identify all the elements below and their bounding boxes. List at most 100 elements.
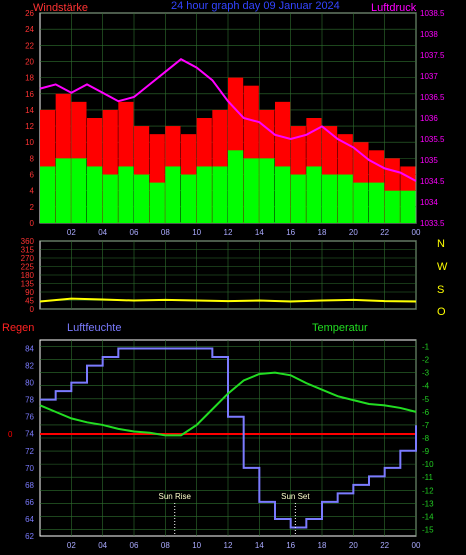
- pressure-y-tick: 1035: [420, 156, 438, 165]
- direction-y-tick: 45: [25, 297, 34, 306]
- sun-rise-label: Sun Rise: [158, 492, 191, 501]
- temperature-y-tick: -4: [422, 382, 430, 391]
- direction-y-tick: 360: [21, 237, 35, 246]
- pressure-y-tick: 1038.5: [420, 9, 445, 18]
- wind-y-tick: 20: [25, 57, 34, 66]
- direction-label: O: [437, 306, 446, 318]
- humidity-y-tick: 62: [25, 532, 34, 541]
- temperature-y-tick: -7: [422, 421, 430, 430]
- wind-average-bar: [102, 174, 118, 223]
- rain-y-ticks: 0: [8, 430, 13, 439]
- wind-y-tick: 22: [25, 41, 34, 50]
- humidity-y-tick: 80: [25, 379, 34, 388]
- wind-x-tick: 20: [349, 228, 358, 237]
- humidity-y-tick: 64: [25, 515, 34, 524]
- humidity-axis-title: Luftfeuchte: [67, 322, 121, 334]
- direction-y-tick: 90: [25, 288, 34, 297]
- climate-x-tick: 10: [192, 541, 201, 550]
- wind-average-bar: [337, 174, 353, 223]
- direction-y-tick: 225: [21, 263, 35, 272]
- wind-x-tick: 04: [98, 228, 107, 237]
- humidity-y-tick: 82: [25, 362, 34, 371]
- wind-x-tick: 14: [255, 228, 264, 237]
- direction-y-tick: 180: [21, 271, 35, 280]
- wind-average-bar: [71, 158, 87, 223]
- direction-y-tick: 270: [21, 254, 35, 263]
- temperature-y-tick: -15: [422, 525, 434, 534]
- humidity-y-tick: 74: [25, 430, 34, 439]
- rain-axis-title: Regen: [2, 322, 34, 334]
- wind-average-bar: [149, 182, 165, 223]
- humidity-y-tick: 76: [25, 413, 34, 422]
- climate-x-tick: 20: [349, 541, 358, 550]
- temperature-y-ticks: -1 -2 -3 -4 -5 -6 -7 -8 -9 -10 -11 -12 -13 -14 -15: [422, 343, 434, 535]
- climate-x-tick: 16: [286, 541, 295, 550]
- direction-y-tick: 135: [21, 280, 35, 289]
- pressure-line: [39, 58, 417, 182]
- temperature-y-tick: -5: [422, 395, 430, 404]
- humidity-y-tick: 68: [25, 481, 34, 490]
- humidity-y-tick: 66: [25, 498, 34, 507]
- wind-average-bar: [212, 166, 228, 223]
- humidity-y-tick: 72: [25, 447, 34, 456]
- wind-average-bar: [196, 166, 212, 223]
- humidity-temperature-panel: Sun Rise Sun Set 62 64 66 68 70 72 74 76 78 80 82 8…: [8, 339, 434, 550]
- wind-x-tick: 06: [130, 228, 139, 237]
- temperature-y-tick: -3: [422, 369, 430, 378]
- wind-average-bar: [165, 166, 181, 223]
- wind-y-tick: 24: [25, 25, 34, 34]
- humidity-y-tick: 78: [25, 396, 34, 405]
- wind-average-bar: [55, 158, 71, 223]
- wind-y-tick: 10: [25, 138, 34, 147]
- pressure-y-tick: 1036.5: [420, 93, 445, 102]
- climate-x-tick: 14: [255, 541, 264, 550]
- wind-average-bar: [322, 174, 338, 223]
- pressure-y-tick: 1034.5: [420, 177, 445, 186]
- wind-average-bar: [40, 166, 56, 223]
- climate-x-tick: 18: [318, 541, 327, 550]
- pressure-y-ticks: 1033.5 1034 1034.5 1035 1035.5 1036 1036.5 1037…: [420, 9, 445, 228]
- wind-x-ticks: 02 04 06 08 10 12 14 16 18 20 22 00: [67, 228, 421, 237]
- climate-x-tick: 02: [67, 541, 76, 550]
- climate-x-tick: 06: [130, 541, 139, 550]
- wind-average-bar: [228, 150, 244, 223]
- direction-y-tick: 0: [30, 305, 35, 314]
- temperature-line: [39, 371, 417, 437]
- temperature-y-tick: -1: [422, 343, 430, 352]
- temperature-y-tick: -2: [422, 356, 430, 365]
- climate-x-ticks: 02 04 06 08 10 12 14 16 18 20 22 00: [67, 541, 421, 550]
- pressure-y-tick: 1034: [420, 198, 438, 207]
- wind-y-tick: 12: [25, 122, 34, 131]
- pressure-y-tick: 1038: [420, 30, 438, 39]
- direction-grid: [40, 240, 417, 310]
- graph-title: 24 hour graph day 09 Januar 2024: [171, 0, 340, 12]
- climate-x-tick: 22: [380, 541, 389, 550]
- wind-y-tick: 18: [25, 74, 34, 83]
- wind-y-tick: 4: [30, 187, 35, 196]
- direction-label: N: [437, 238, 445, 250]
- wind-y-tick: 0: [30, 219, 35, 228]
- wind-x-tick: 16: [286, 228, 295, 237]
- direction-y-tick: 315: [21, 246, 35, 255]
- wind-average-bar: [134, 174, 150, 223]
- wind-average-bar: [369, 182, 385, 223]
- temperature-y-tick: -12: [422, 486, 434, 495]
- temperature-y-tick: -9: [422, 447, 430, 456]
- pressure-y-tick: 1035.5: [420, 135, 445, 144]
- wind-x-tick: 08: [161, 228, 170, 237]
- climate-x-tick: 04: [98, 541, 107, 550]
- wind-x-tick: 10: [192, 228, 201, 237]
- wind-y-tick: 2: [30, 203, 35, 212]
- wind-x-tick: 02: [67, 228, 76, 237]
- pressure-y-tick: 1037: [420, 72, 438, 81]
- temperature-y-tick: -14: [422, 512, 434, 521]
- rain-y-tick: 0: [8, 430, 13, 439]
- wind-average-bar: [306, 166, 322, 223]
- humidity-y-ticks: 62 64 66 68 70 72 74 76 78 80 82 84: [25, 345, 34, 541]
- wind-x-tick: 22: [380, 228, 389, 237]
- sun-markers: Sun Rise Sun Set: [158, 492, 310, 536]
